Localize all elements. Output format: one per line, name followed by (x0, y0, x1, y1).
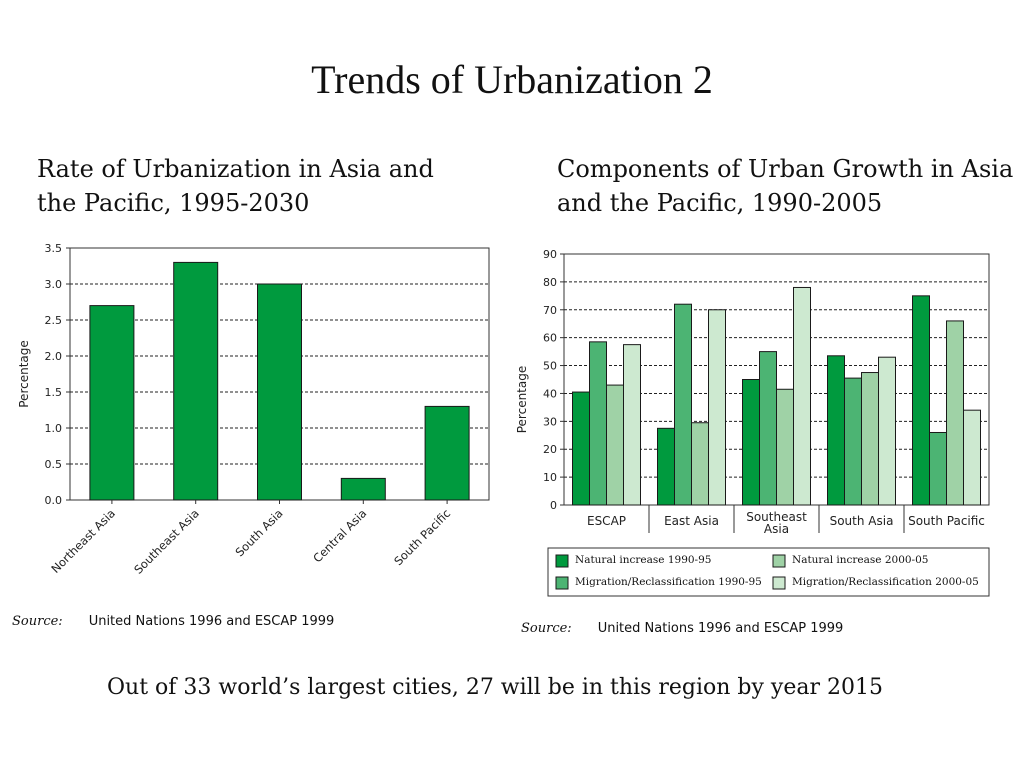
bar-south-asia-natural-increase-2000-05 (861, 372, 879, 506)
components-of-urban-growth-chart: 0 10 20 30 40 50 60 70 80 90 Percentage ESCAP East A… (515, 248, 990, 597)
bar-southeast-asia-natural-increase-2000-05 (776, 388, 794, 506)
legend-swatch-migration-reclassification-1990-95 (555, 576, 569, 590)
y-tick-label: 0 (550, 499, 557, 512)
y-tick-label: 90 (543, 248, 557, 261)
left-chart-heading: Rate of Urbanization in Asia and the Pac… (37, 155, 434, 217)
bar-south-pacific-migration-reclassification-2000-05 (963, 409, 981, 506)
bar-south-asia-migration-reclassification-1990-95 (844, 377, 862, 506)
y-tick-label: 20 (543, 443, 557, 456)
x-tick-label-central-asia: Central Asia (310, 506, 369, 565)
legend-entry-natural-increase-1990-95: Natural increase 1990-95 (575, 554, 712, 566)
y-tick-label: 0.5 (45, 458, 63, 471)
x-tick-label-line: Asia (764, 522, 789, 536)
x-tick-label-southeast-asia: Southeast Asia (131, 506, 202, 577)
right-source: Source: United Nations 1996 and ESCAP 199… (521, 621, 843, 636)
x-tick-label-south-asia: South Asia (830, 514, 894, 528)
right-source-label: Source: (521, 621, 572, 636)
left-source: Source: United Nations 1996 and ESCAP 199… (12, 614, 334, 629)
y-axis-label: Percentage (17, 340, 31, 408)
bar-south-pacific-natural-increase-1990-95 (912, 295, 930, 506)
bar-southeast-asia (173, 261, 219, 501)
bar-southeast-asia-migration-reclassification-1990-95 (759, 351, 777, 506)
y-tick-label: 40 (543, 387, 557, 400)
footnote: Out of 33 world’s largest cities, 27 wil… (107, 675, 883, 700)
y-tick-label: 2.5 (45, 314, 63, 327)
bar-escap-natural-increase-2000-05 (606, 384, 624, 506)
x-tick-label-south-asia: South Asia (232, 506, 285, 559)
bar-east-asia-natural-increase-1990-95 (657, 427, 675, 506)
bar-southeast-asia-migration-reclassification-2000-05 (793, 286, 811, 506)
bar-escap-natural-increase-1990-95 (572, 391, 590, 506)
legend-swatch-migration-reclassification-2000-05 (772, 576, 786, 590)
rate-of-urbanization-chart: 0.0 0.5 1.0 1.5 2.0 2.5 3.0 3.5 Percentage Northe… (17, 242, 490, 577)
y-tick-label: 10 (543, 471, 557, 484)
left-source-text: United Nations 1996 and ESCAP 1999 (88, 614, 335, 629)
x-tick-label-south-pacific: South Pacific (908, 514, 985, 528)
y-tick-label: 1.5 (45, 386, 63, 399)
bar-escap-migration-reclassification-2000-05 (623, 344, 641, 506)
slide-title: Trends of Urbanization 2 (311, 57, 713, 102)
legend-frame (547, 547, 990, 597)
legend-swatch-natural-increase-2000-05 (772, 554, 786, 568)
bar-south-asia (257, 283, 302, 501)
bar-south-pacific-natural-increase-2000-05 (946, 320, 964, 506)
x-tick-label-south-pacific: South Pacific (391, 506, 453, 568)
x-tick-label-escap: ESCAP (587, 514, 626, 528)
bar-east-asia-migration-reclassification-2000-05 (708, 309, 726, 506)
bar-central-asia (340, 477, 386, 501)
left-source-label: Source: (12, 614, 63, 629)
bar-southeast-asia-natural-increase-1990-95 (742, 379, 760, 506)
y-tick-label: 70 (543, 304, 557, 317)
bar-south-asia-natural-increase-1990-95 (827, 355, 845, 506)
y-tick-label: 2.0 (45, 350, 63, 363)
y-tick-label: 0.0 (45, 494, 63, 507)
bar-east-asia-natural-increase-2000-05 (691, 422, 709, 506)
legend-entry-natural-increase-2000-05: Natural increase 2000-05 (792, 554, 929, 566)
x-tick-label-line: Southeast (746, 510, 807, 524)
bar-northeast-asia (89, 305, 135, 501)
legend-entry-migration-reclassification-1990-95: Migration/Reclassification 1990-95 (575, 576, 762, 588)
x-tick-label-east-asia: East Asia (664, 514, 719, 528)
bar-south-pacific-migration-reclassification-1990-95 (929, 431, 947, 506)
x-tick-label-southeast-asia: Southeast Asia (746, 510, 807, 536)
y-tick-label: 80 (543, 276, 557, 289)
y-tick-label: 3.5 (45, 242, 63, 255)
y-axis-label: Percentage (515, 366, 529, 434)
legend-swatch-natural-increase-1990-95 (555, 554, 569, 568)
y-tick-label: 1.0 (45, 422, 63, 435)
bar-escap-migration-reclassification-1990-95 (589, 341, 607, 506)
x-tick-label-northeast-asia: Northeast Asia (48, 506, 118, 576)
right-source-text: United Nations 1996 and ESCAP 1999 (597, 621, 844, 636)
y-tick-label: 60 (543, 332, 557, 345)
y-tick-label: 50 (543, 360, 557, 373)
legend-entry-migration-reclassification-2000-05: Migration/Reclassification 2000-05 (792, 576, 979, 588)
bar-south-pacific (424, 405, 470, 501)
y-tick-label: 3.0 (45, 278, 63, 291)
bar-south-asia-migration-reclassification-2000-05 (878, 356, 896, 506)
right-chart-heading: Components of Urban Growth in Asia and t… (557, 155, 1014, 217)
bar-east-asia-migration-reclassification-1990-95 (674, 303, 692, 506)
y-tick-label: 30 (543, 415, 557, 428)
